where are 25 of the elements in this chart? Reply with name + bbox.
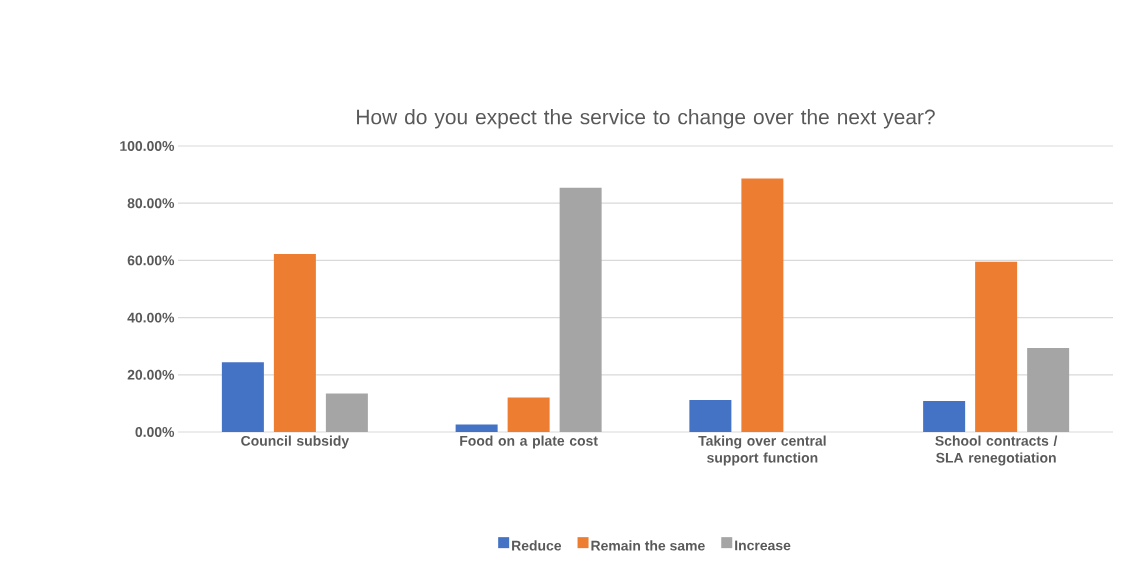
y-tick-label: 40.00% xyxy=(127,312,175,323)
bar xyxy=(221,362,264,432)
bar xyxy=(325,393,368,432)
bar xyxy=(1027,347,1070,432)
bar xyxy=(273,254,316,432)
bar xyxy=(689,399,732,432)
x-tick-label: Taking over central support function xyxy=(698,435,826,466)
bar xyxy=(741,178,784,432)
bar xyxy=(455,424,498,432)
y-tick-label: 80.00% xyxy=(127,198,175,209)
x-tick-label: School contracts / SLA renegotiation xyxy=(935,435,1058,466)
legend-label: Reduce xyxy=(512,540,562,551)
bar xyxy=(507,397,550,432)
legend-label: Increase xyxy=(735,540,791,551)
bar xyxy=(975,261,1018,432)
y-tick-label: 20.00% xyxy=(127,369,175,380)
x-tick-label: Council subsidy xyxy=(241,435,350,449)
y-tick-label: 0.00% xyxy=(135,427,175,437)
y-tick-label: 60.00% xyxy=(127,255,175,266)
chart-title: How do you expect the service to change over the next year? xyxy=(357,109,935,129)
y-tick-label: 100.00% xyxy=(120,141,175,151)
bar xyxy=(923,401,966,432)
bar xyxy=(559,187,602,432)
x-tick-label: Food on a plate cost xyxy=(460,435,598,449)
legend-label: Remain the same xyxy=(591,540,705,551)
